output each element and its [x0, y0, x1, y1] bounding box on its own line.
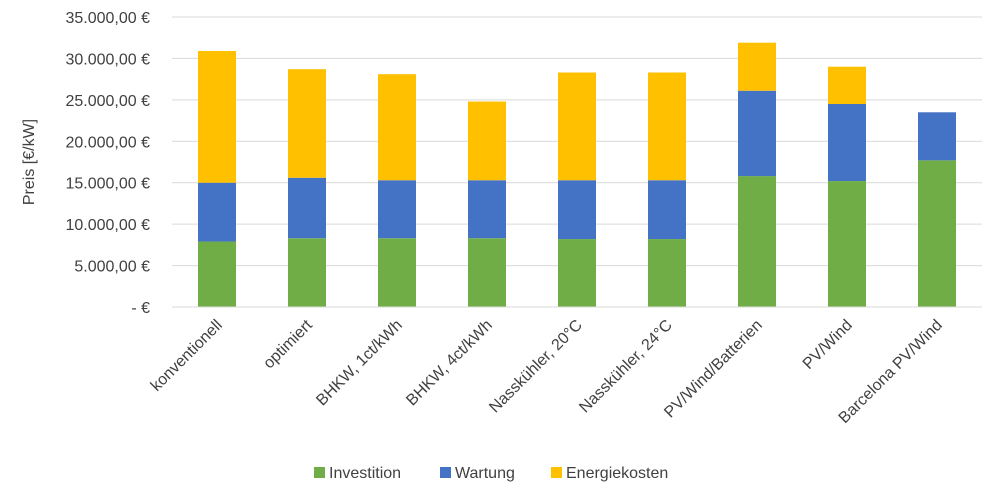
- y-tick-label: - €: [131, 300, 150, 317]
- bar-wartung-2: [378, 180, 416, 239]
- x-category-label: PV/Wind/Batterien: [661, 317, 765, 421]
- bar-investition-4: [558, 239, 596, 307]
- bar-energiekosten-6: [738, 42, 776, 91]
- bar-investition-6: [738, 176, 776, 307]
- bar-wartung-1: [288, 177, 326, 239]
- bar-energiekosten-3: [468, 101, 506, 181]
- bar-energiekosten-7: [828, 66, 866, 104]
- bar-investition-0: [198, 241, 236, 307]
- legend-swatch-wartung: [440, 467, 451, 478]
- bar-wartung-4: [558, 180, 596, 240]
- bar-wartung-3: [468, 180, 506, 239]
- bar-investition-1: [288, 238, 326, 307]
- bar-investition-2: [378, 238, 416, 307]
- y-tick-label: 35.000,00 €: [65, 10, 150, 27]
- bar-investition-8: [918, 160, 956, 307]
- bar-energiekosten-2: [378, 74, 416, 181]
- y-axis-ticks: - € 5.000,00 € 10.000,00 € 15.000,00 € 20.00…: [65, 10, 150, 317]
- bar-wartung-8: [918, 112, 956, 161]
- bar-wartung-7: [828, 104, 866, 182]
- bar-wartung-0: [198, 182, 236, 242]
- legend: Investition Wartung Energiekosten: [314, 465, 668, 482]
- bar-investition-7: [828, 181, 866, 307]
- bar-investition-5: [648, 239, 686, 307]
- y-tick-label: 25.000,00 €: [65, 93, 150, 110]
- y-tick-label: 30.000,00 €: [65, 51, 150, 68]
- legend-label: Energiekosten: [566, 465, 668, 482]
- bar-investition-3: [468, 238, 506, 307]
- bar-energiekosten-5: [648, 72, 686, 181]
- y-tick-label: 5.000,00 €: [74, 259, 150, 276]
- x-category-label: PV/Wind: [800, 317, 856, 373]
- bar-energiekosten-1: [288, 69, 326, 178]
- legend-label: Wartung: [455, 465, 515, 482]
- x-category-label: Nasskühler, 24°C: [576, 317, 676, 417]
- x-category-label: BHKW, 1ct/kWh: [313, 317, 405, 409]
- x-category-label: konventionell: [148, 317, 226, 395]
- bar-energiekosten-0: [198, 50, 236, 183]
- x-category-label: BHKW, 4ct/kWh: [403, 317, 495, 409]
- y-tick-label: 10.000,00 €: [65, 217, 150, 234]
- x-category-label: Nasskühler, 20°C: [486, 317, 586, 417]
- y-tick-label: 20.000,00 €: [65, 134, 150, 151]
- y-axis-title: Preis [€/kW]: [21, 119, 38, 205]
- legend-swatch-investition: [314, 467, 325, 478]
- bar-wartung-6: [738, 90, 776, 177]
- bar-wartung-5: [648, 180, 686, 240]
- legend-swatch-energiekosten: [551, 467, 562, 478]
- x-category-label: optimiert: [260, 316, 316, 372]
- y-tick-label: 15.000,00 €: [65, 176, 150, 193]
- bars: [198, 42, 956, 307]
- legend-label: Investition: [329, 465, 401, 482]
- bar-energiekosten-4: [558, 72, 596, 181]
- x-category-label: Barcelona PV/Wind: [836, 317, 946, 427]
